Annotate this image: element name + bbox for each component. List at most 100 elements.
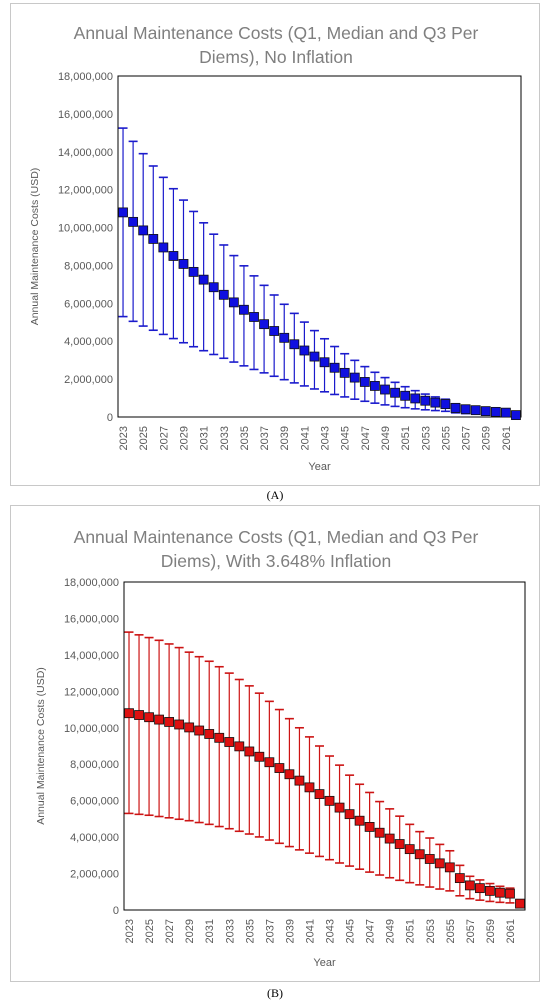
plot-area	[117, 75, 522, 418]
median-marker	[128, 216, 139, 227]
y-tick-label: 18,000,000	[58, 71, 113, 83]
data-point-group	[158, 176, 169, 336]
median-marker	[148, 234, 159, 244]
x-axis-label: Year	[308, 461, 331, 473]
median-marker	[269, 326, 280, 336]
median-marker	[164, 717, 175, 727]
median-marker	[495, 887, 505, 898]
x-tick-label: 2045	[340, 426, 352, 450]
median-marker	[420, 395, 431, 406]
median-marker	[188, 266, 199, 277]
data-point-group	[474, 879, 485, 901]
data-point-group	[430, 396, 441, 412]
median-marker	[374, 827, 385, 838]
median-marker	[274, 763, 285, 773]
x-tick-label: 2049	[380, 426, 392, 450]
data-point-group	[319, 337, 330, 393]
chart-b: Annual Maintenance Costs (Q1, Median and…	[35, 527, 526, 969]
x-tick-label: 2049	[385, 919, 397, 943]
data-point-group	[505, 887, 515, 904]
median-marker	[400, 390, 411, 401]
median-marker	[168, 251, 179, 261]
y-tick-label: 4,000,000	[70, 832, 119, 844]
data-point-group	[450, 402, 461, 414]
data-point-group	[198, 222, 209, 352]
data-point-group	[228, 254, 239, 363]
chart-panel-b: Annual Maintenance Costs (Q1, Median and…	[10, 505, 540, 982]
median-marker	[390, 387, 400, 398]
median-marker	[198, 274, 209, 285]
data-point-group	[178, 199, 189, 344]
median-marker	[234, 741, 245, 752]
y-tick-label: 14,000,000	[64, 650, 119, 662]
median-marker	[349, 372, 360, 383]
x-tick-label: 2033	[224, 919, 236, 943]
median-marker	[178, 259, 189, 269]
median-marker	[424, 854, 435, 864]
data-point-group	[234, 678, 245, 833]
data-point-group	[164, 643, 175, 819]
data-point-group	[434, 843, 445, 890]
x-tick-label: 2023	[118, 426, 130, 450]
median-marker	[339, 367, 350, 378]
median-marker	[480, 406, 491, 417]
y-tick-label: 12,000,000	[64, 686, 119, 698]
median-marker	[138, 225, 149, 236]
y-tick-label: 16,000,000	[64, 613, 119, 625]
median-marker	[470, 405, 481, 416]
x-tick-label: 2047	[365, 919, 377, 943]
x-tick-label: 2057	[461, 426, 473, 450]
data-point-group	[184, 651, 195, 822]
data-point-group	[134, 634, 144, 816]
median-marker	[154, 714, 164, 725]
y-tick-label: 8,000,000	[70, 759, 119, 771]
median-marker	[440, 399, 451, 410]
data-point-group	[470, 405, 481, 416]
x-tick-label: 2041	[304, 919, 316, 943]
data-point-group	[424, 837, 435, 888]
median-marker	[319, 357, 330, 368]
median-marker	[118, 207, 128, 218]
data-point-group	[259, 284, 269, 374]
x-tick-label: 2025	[138, 426, 150, 450]
median-marker	[324, 795, 335, 806]
x-tick-label: 2035	[244, 919, 256, 943]
x-tick-label: 2055	[440, 426, 452, 450]
plot-area	[123, 581, 526, 911]
median-marker	[218, 289, 229, 300]
median-marker	[304, 782, 315, 793]
x-tick-label: 2051	[405, 919, 417, 943]
data-point-group	[404, 823, 415, 884]
data-point-group	[410, 389, 421, 410]
data-point-group	[490, 406, 501, 417]
median-marker	[249, 312, 259, 322]
x-tick-label: 2055	[445, 919, 457, 943]
data-point-group	[400, 385, 411, 409]
chart-title-line: Diems), No Inflation	[199, 47, 353, 67]
y-axis-label: Annual Maintenance Costs (USD)	[35, 667, 47, 825]
median-marker	[410, 393, 421, 404]
data-point-group	[339, 352, 350, 398]
data-point-group	[309, 329, 320, 390]
x-tick-label: 2027	[158, 426, 170, 450]
x-tick-label: 2043	[320, 426, 332, 450]
median-marker	[430, 397, 441, 408]
median-marker	[460, 404, 471, 415]
median-marker	[394, 839, 405, 849]
data-point-group	[329, 345, 340, 396]
data-point-group	[460, 404, 471, 415]
data-point-group	[384, 808, 395, 879]
y-tick-label: 0	[107, 412, 113, 424]
data-point-group	[420, 393, 431, 411]
chart-title-line: Annual Maintenance Costs (Q1, Median and…	[74, 23, 479, 43]
x-tick-label: 2047	[360, 426, 372, 450]
median-marker	[204, 729, 215, 739]
median-marker	[228, 297, 239, 308]
median-marker	[485, 885, 495, 896]
data-point-group	[374, 800, 385, 876]
median-marker	[364, 822, 375, 832]
x-tick-label: 2029	[178, 426, 190, 450]
data-point-group	[454, 864, 465, 897]
y-tick-label: 6,000,000	[70, 796, 119, 808]
median-marker	[344, 809, 355, 820]
